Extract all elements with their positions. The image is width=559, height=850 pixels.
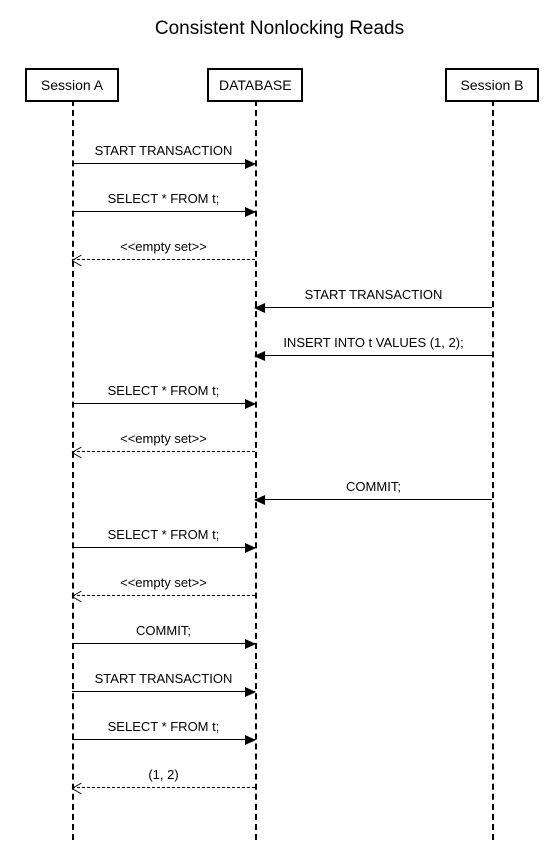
message-label: (1, 2) (72, 767, 255, 782)
message-line (72, 211, 255, 212)
arrowhead-icon (245, 207, 256, 217)
lifeline-B (492, 100, 494, 840)
message-label: START TRANSACTION (72, 143, 255, 158)
message-label: SELECT * FROM t; (72, 383, 255, 398)
arrowhead-icon (245, 639, 256, 649)
message-arrow: COMMIT; (255, 476, 492, 500)
message-label: COMMIT; (255, 479, 492, 494)
arrowhead-icon (254, 303, 265, 313)
message-line (72, 691, 255, 692)
message-label: SELECT * FROM t; (72, 719, 255, 734)
message-arrow: <<empty set>> (72, 428, 255, 452)
message-label: <<empty set>> (72, 575, 255, 590)
message-arrow: SELECT * FROM t; (72, 716, 255, 740)
message-label: SELECT * FROM t; (72, 191, 255, 206)
message-line (72, 451, 255, 452)
message-label: <<empty set>> (72, 239, 255, 254)
arrowhead-icon (245, 159, 256, 169)
message-arrow: START TRANSACTION (72, 668, 255, 692)
message-label: <<empty set>> (72, 431, 255, 446)
message-line (255, 499, 492, 500)
arrowhead-icon (245, 399, 256, 409)
message-arrow: <<empty set>> (72, 236, 255, 260)
message-line (72, 259, 255, 260)
message-line (72, 643, 255, 644)
message-label: INSERT INTO t VALUES (1, 2); (255, 335, 492, 350)
diagram-title: Consistent Nonlocking Reads (0, 18, 559, 40)
message-line (72, 787, 255, 788)
message-line (72, 403, 255, 404)
message-line (255, 307, 492, 308)
message-arrow: INSERT INTO t VALUES (1, 2); (255, 332, 492, 356)
message-label: COMMIT; (72, 623, 255, 638)
arrowhead-icon (254, 495, 265, 505)
message-arrow: START TRANSACTION (72, 140, 255, 164)
participant-B: Session B (445, 68, 539, 102)
message-arrow: COMMIT; (72, 620, 255, 644)
message-arrow: (1, 2) (72, 764, 255, 788)
message-line (72, 547, 255, 548)
message-line (72, 739, 255, 740)
arrowhead-icon (254, 351, 265, 361)
message-arrow: SELECT * FROM t; (72, 524, 255, 548)
message-label: SELECT * FROM t; (72, 527, 255, 542)
message-line (255, 355, 492, 356)
message-line (72, 595, 255, 596)
message-arrow: START TRANSACTION (255, 284, 492, 308)
message-arrow: SELECT * FROM t; (72, 380, 255, 404)
arrowhead-icon (245, 735, 256, 745)
participant-DB: DATABASE (207, 68, 303, 102)
message-arrow: SELECT * FROM t; (72, 188, 255, 212)
arrowhead-icon (245, 543, 256, 553)
message-line (72, 163, 255, 164)
message-arrow: <<empty set>> (72, 572, 255, 596)
message-label: START TRANSACTION (255, 287, 492, 302)
participant-A: Session A (25, 68, 119, 102)
arrowhead-icon (245, 687, 256, 697)
message-label: START TRANSACTION (72, 671, 255, 686)
